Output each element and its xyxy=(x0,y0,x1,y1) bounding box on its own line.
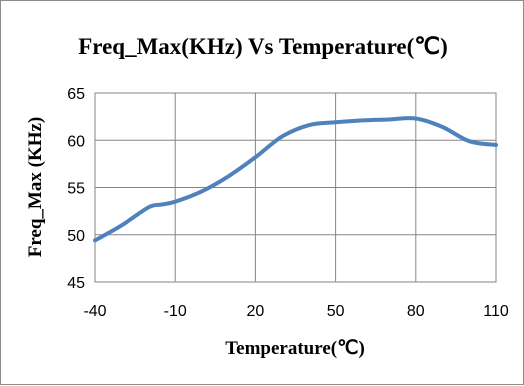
x-tick-label: 110 xyxy=(483,303,509,320)
y-tick-label: 55 xyxy=(67,181,85,198)
y-tick-label: 45 xyxy=(67,275,85,292)
y-axis-label: Freq_Max (KHz) xyxy=(25,117,46,258)
series-line xyxy=(93,116,498,243)
y-tick-label: 60 xyxy=(67,133,85,150)
x-tick-label: 80 xyxy=(407,303,425,320)
x-tick-label: -40 xyxy=(83,303,106,320)
y-tick-label: 50 xyxy=(67,228,85,245)
x-axis-label: Temperature(℃) xyxy=(225,338,365,359)
chart-grid xyxy=(95,93,496,282)
y-tick-label: 65 xyxy=(67,86,85,103)
x-tick-label: 50 xyxy=(327,303,345,320)
x-tick-label: -10 xyxy=(164,303,187,320)
plot-area-border xyxy=(94,92,497,283)
x-tick-label: 20 xyxy=(247,303,265,320)
x-axis-ticks: -40 -10 20 50 80 110 xyxy=(83,303,508,320)
y-axis-ticks: 45 50 55 60 65 xyxy=(67,86,85,292)
chart-title: Freq_Max(KHz) Vs Temperature(℃) xyxy=(78,34,448,59)
